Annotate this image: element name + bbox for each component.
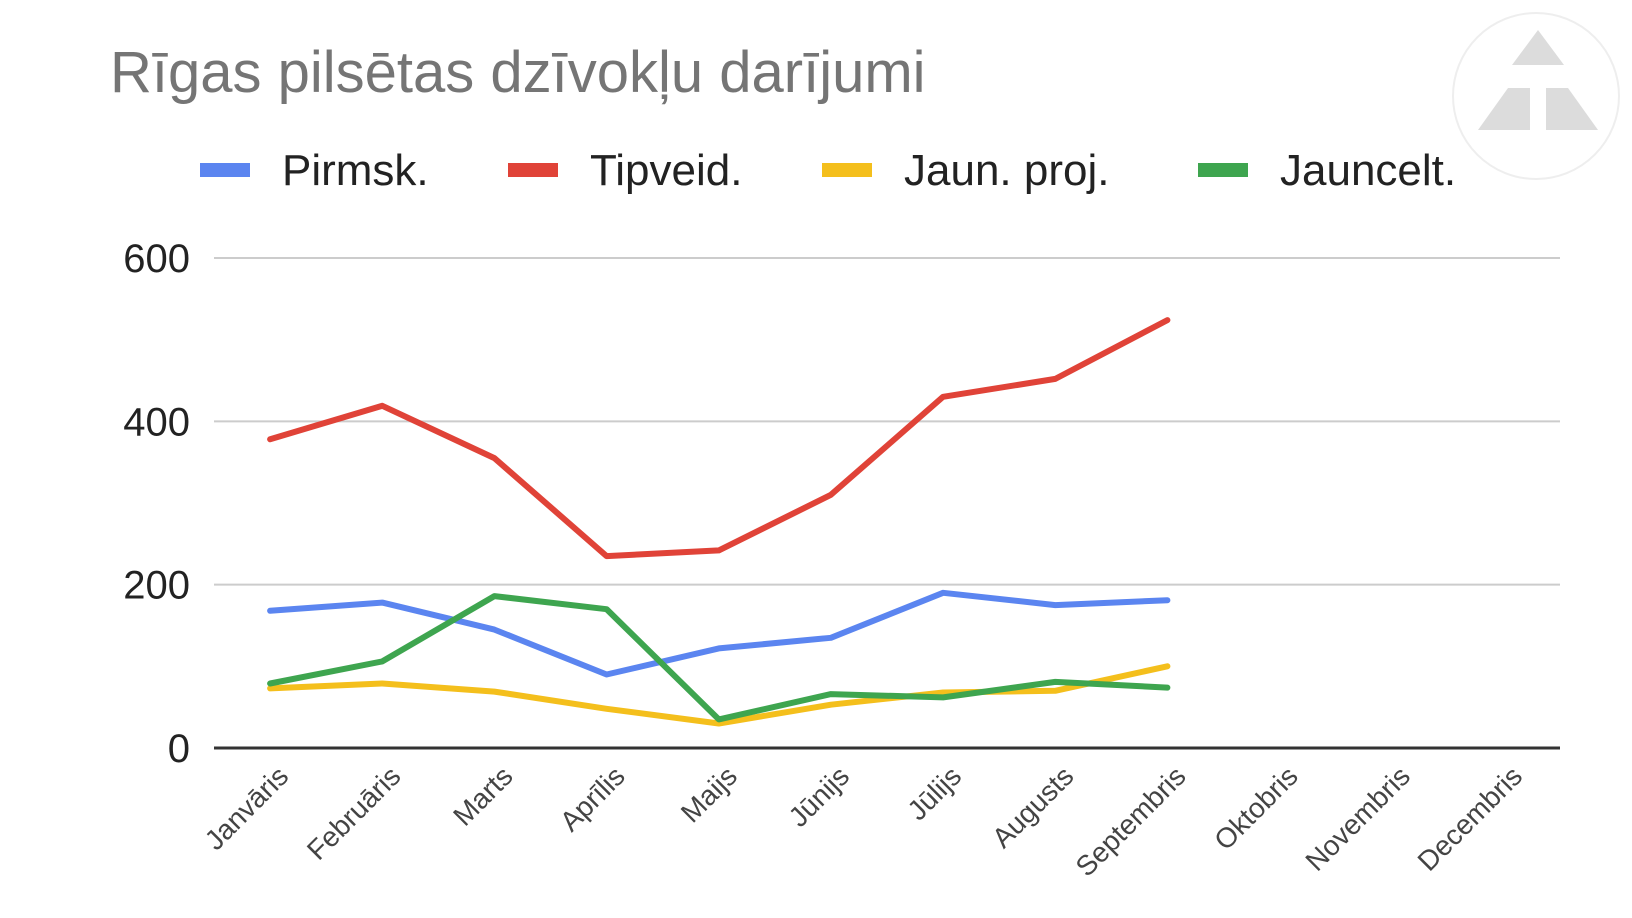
legend-label: Jaun. proj. <box>904 146 1109 195</box>
x-tick-label: Februāris <box>301 760 407 866</box>
series-lines <box>267 317 1171 727</box>
series-line-3 <box>267 593 1171 723</box>
legend-label: Tipveid. <box>590 146 742 195</box>
x-tick-label: Oktobris <box>1208 760 1304 856</box>
logo-triangle-icon <box>1478 30 1598 130</box>
legend-swatch <box>822 163 872 177</box>
y-tick-label: 0 <box>168 727 190 771</box>
y-axis: 0 200 400 600 <box>123 237 190 771</box>
x-tick-label: Jūlijs <box>901 760 967 826</box>
x-tick-label: Septembris <box>1070 760 1192 882</box>
legend-swatch <box>200 163 250 177</box>
gridlines <box>214 257 1560 750</box>
x-tick-label: Decembris <box>1412 760 1529 877</box>
watermark-circle <box>1452 12 1620 180</box>
x-axis: Janvāris Februāris Marts Aprīlis Maijs Jūnijs… <box>199 760 1528 882</box>
y-tick-label: 600 <box>123 237 190 281</box>
y-tick-label: 400 <box>123 400 190 444</box>
series-line-1 <box>267 317 1171 560</box>
x-tick-label: Jūnijs <box>783 760 856 833</box>
legend-swatch <box>508 163 558 177</box>
legend-label: Jauncelt. <box>1280 146 1456 195</box>
y-tick-label: 200 <box>123 564 190 608</box>
watermark-logo <box>1452 12 1620 180</box>
chart-title: Rīgas pilsētas dzīvokļu darījumi <box>110 40 926 105</box>
x-tick-label: Maijs <box>675 760 743 828</box>
legend: Pirmsk. Tipveid. Jaun. proj. Jauncelt. <box>200 146 1456 195</box>
x-tick-label: Augusts <box>986 760 1079 853</box>
x-tick-label: Aprīlis <box>554 760 631 837</box>
series-line-2 <box>267 663 1171 727</box>
x-tick-label: Novembris <box>1299 760 1416 877</box>
legend-swatch <box>1198 163 1248 177</box>
series-line-0 <box>267 589 1171 678</box>
x-tick-label: Janvāris <box>199 760 295 856</box>
legend-label: Pirmsk. <box>282 146 429 195</box>
x-tick-label: Marts <box>447 760 518 831</box>
